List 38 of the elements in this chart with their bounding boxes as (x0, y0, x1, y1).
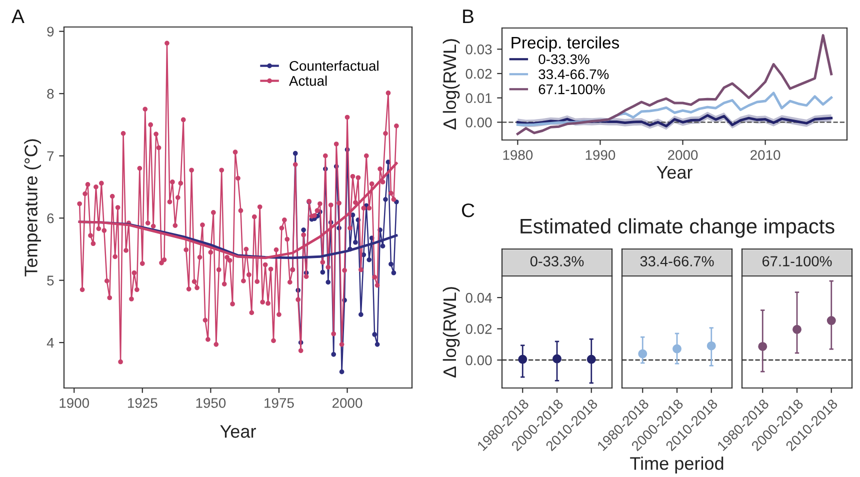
x-tick-label: 1950 (196, 398, 226, 408)
y-axis-title: Temperature (°C) (24, 139, 41, 276)
x-tick-label: 2010 (750, 150, 780, 160)
y-axis-title: Δ log(RWL) (442, 287, 460, 378)
x-tick-label: 1980 (503, 150, 533, 160)
legend-label: 67.1-100% (538, 84, 605, 94)
y-tick-label: 9 (47, 26, 54, 37)
x-tick-label: 2000 (668, 150, 698, 160)
y-axis-title: Δ log(RWL) (442, 39, 460, 130)
x-tick-label: 1925 (128, 398, 158, 408)
text: C (462, 203, 474, 218)
x-tick-label: 1990 (586, 150, 616, 160)
x-tick-label: 2000 (332, 398, 362, 408)
legend-label: Actual (289, 76, 327, 86)
legend-title: Precip. terciles (512, 36, 620, 52)
x-axis-title: Time period (630, 456, 724, 474)
y-tick-label: 0.03 (466, 44, 492, 54)
x-axis-title: Year (220, 425, 256, 438)
x-tick-label: 1975 (264, 398, 294, 408)
y-tick-label: 8 (47, 88, 54, 99)
y-tick-label: 0.00 (466, 355, 492, 366)
y-tick-label: 4 (46, 338, 54, 348)
y-tick-label: 0.00 (466, 118, 492, 128)
y-tick-label: 5 (47, 276, 54, 286)
y-tick-label: 0.04 (466, 292, 492, 303)
y-tick-label: 7 (47, 151, 54, 161)
text: A (12, 10, 24, 24)
legend-label: Counterfactual (290, 60, 378, 71)
text: B (463, 10, 474, 24)
legend-label: 33.4-66.7% (538, 69, 609, 80)
y-tick-label: 0.01 (466, 93, 492, 104)
legend-label: 0-33.3% (538, 54, 590, 64)
y-tick-label: 0.02 (466, 68, 492, 79)
y-tick-label: 0.02 (466, 324, 492, 334)
x-axis-title: Year (656, 166, 692, 179)
x-tick-label: 1900 (60, 398, 90, 408)
text: Estimated climate change impacts (520, 218, 834, 238)
y-tick-label: 6 (47, 213, 54, 224)
